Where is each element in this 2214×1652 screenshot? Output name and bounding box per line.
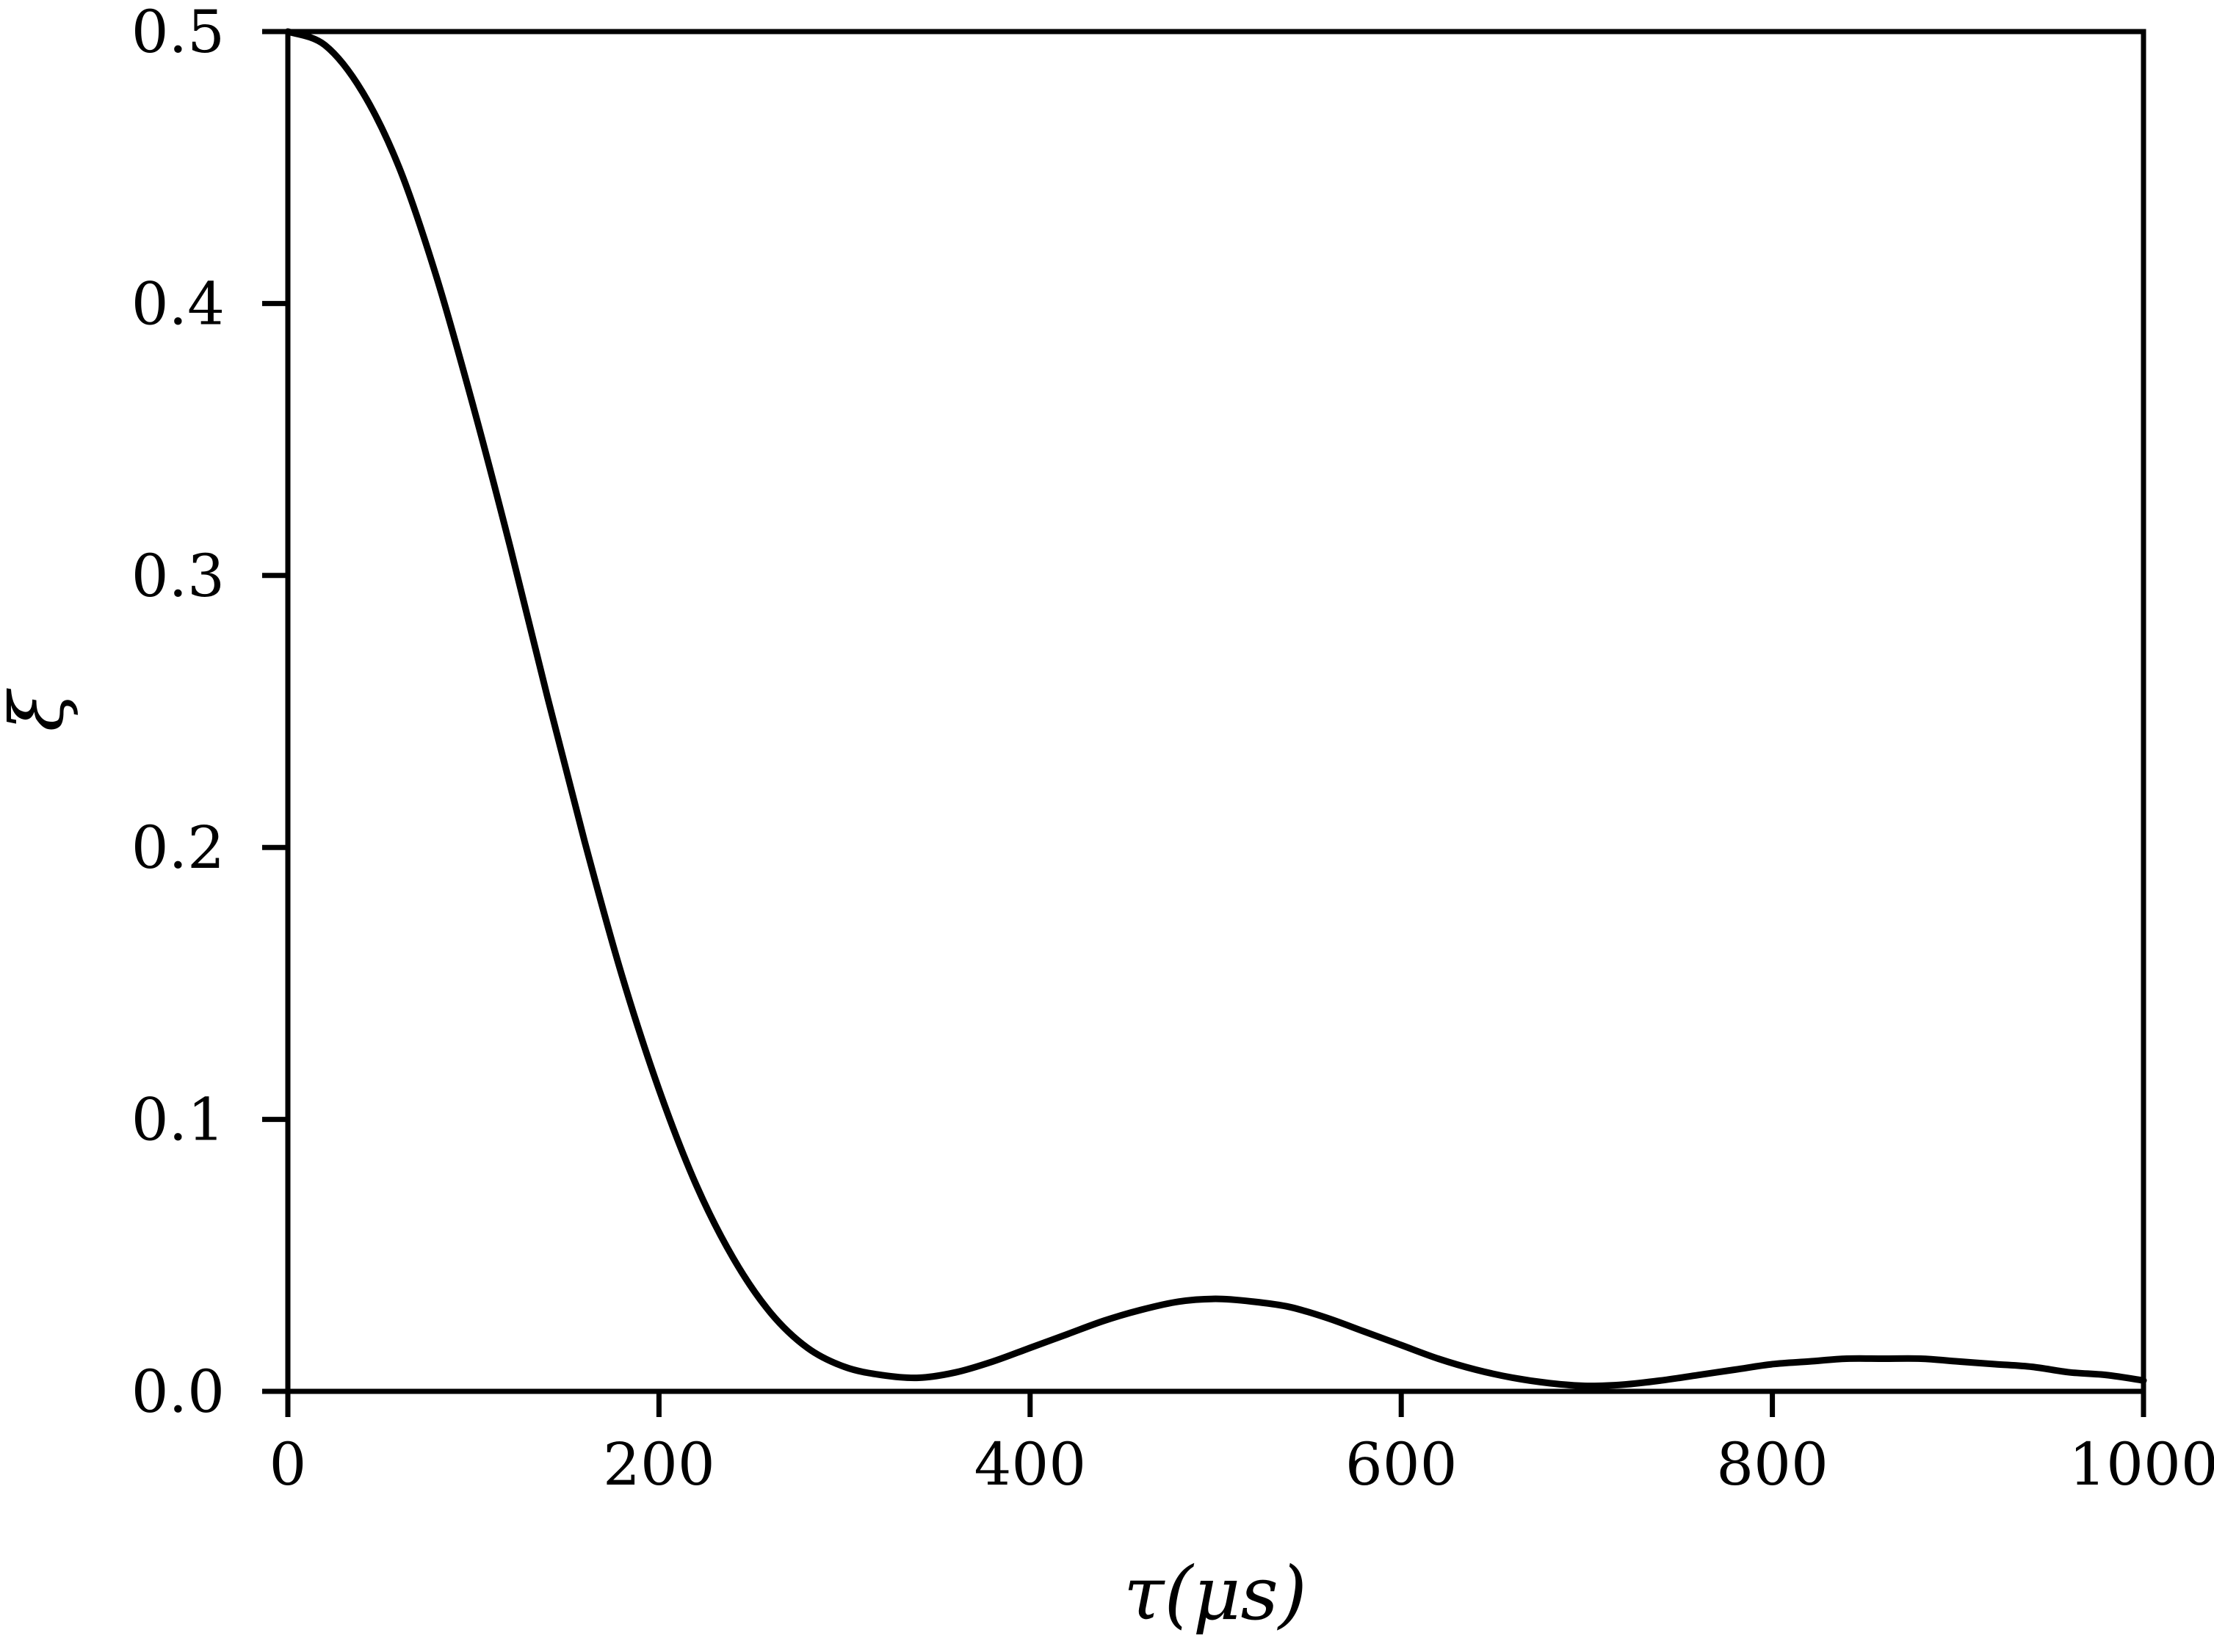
y-tick-label: 0.4 bbox=[131, 269, 225, 338]
y-tick-label: 0.0 bbox=[131, 1358, 225, 1426]
x-tick-label: 0 bbox=[269, 1430, 307, 1499]
data-line bbox=[284, 28, 2147, 1390]
x-tick-label: 400 bbox=[974, 1430, 1086, 1499]
y-axis-ticks: 0.0 0.1 0.2 0.3 0.4 0.5 bbox=[131, 0, 288, 1426]
y-tick-label: 0.1 bbox=[131, 1086, 225, 1154]
x-tick-label: 800 bbox=[1716, 1430, 1828, 1499]
y-tick-label: 0.3 bbox=[131, 542, 225, 610]
x-tick-label: 600 bbox=[1345, 1430, 1458, 1499]
x-axis-ticks: 0 200 400 600 800 1000 bbox=[269, 1391, 2214, 1499]
x-tick-label: 200 bbox=[603, 1430, 715, 1499]
y-tick-label: 0.2 bbox=[131, 814, 225, 882]
plot-frame bbox=[285, 29, 2146, 1394]
x-tick-label: 1000 bbox=[2069, 1430, 2214, 1499]
y-tick-label: 0.5 bbox=[131, 0, 225, 66]
y-axis-label: ξ bbox=[0, 688, 80, 732]
x-axis-label: τ(μs) bbox=[1124, 1551, 1307, 1637]
